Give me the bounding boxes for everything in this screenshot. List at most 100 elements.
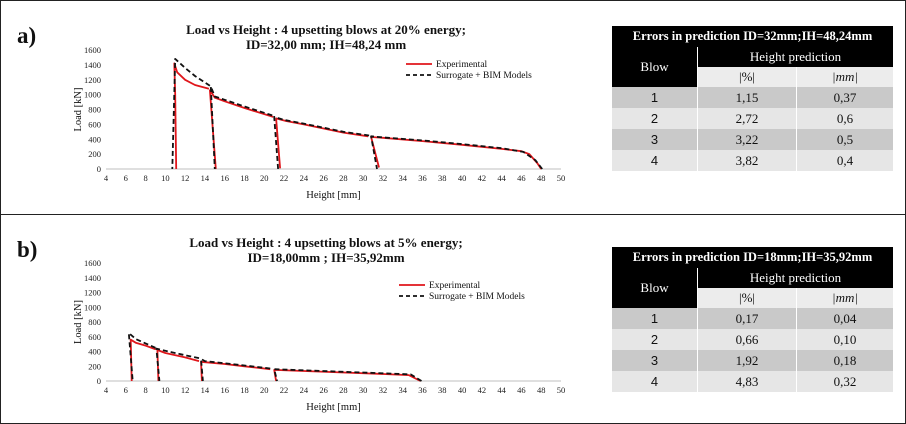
x-tick-label: 10 [161, 173, 170, 183]
x-tick-label: 36 [418, 385, 427, 395]
y-tick-label: 400 [88, 134, 101, 144]
x-axis-label: Height [mm] [306, 190, 361, 201]
error-table-title: Errors in prediction ID=18mm;IH=35,92mm [612, 247, 893, 268]
x-tick-label: 38 [438, 173, 447, 183]
x-tick-label: 26 [319, 385, 328, 395]
y-tick-label: 200 [88, 149, 101, 159]
y-tick-label: 1400 [84, 273, 101, 283]
chart-title-line2: ID=18,00mm ; IH=35,92mm [247, 250, 405, 265]
legend-label: Experimental [429, 281, 481, 291]
error-table-b: Errors in prediction ID=18mm;IH=35,92mm … [612, 247, 893, 392]
experimental-series-line [275, 117, 369, 169]
mm-cell: 0,5 [796, 129, 893, 150]
y-tick-label: 1600 [84, 258, 101, 268]
y-axis-label: Load [kN] [73, 300, 84, 344]
x-tick-label: 38 [438, 385, 447, 395]
surrogate-series-line [171, 58, 211, 170]
surrogate-series-line [273, 116, 370, 170]
x-tick-label: 50 [557, 173, 566, 183]
x-tick-label: 22 [280, 385, 289, 395]
y-tick-label: 600 [88, 332, 101, 342]
blow-cell: 2 [612, 108, 698, 129]
mm-cell: 0,4 [796, 150, 893, 171]
mm-cell: 0,32 [796, 371, 893, 392]
x-tick-label: 18 [240, 173, 249, 183]
table-row: 4 4,83 0,32 [612, 371, 893, 392]
x-tick-label: 18 [240, 385, 249, 395]
unit-percent-header: |%| [697, 288, 797, 308]
x-tick-label: 8 [143, 173, 147, 183]
x-tick-label: 42 [478, 385, 487, 395]
y-tick-label: 600 [88, 119, 101, 129]
height-prediction-header: Height prediction [697, 47, 893, 67]
legend-label: Surrogate + BIM Models [429, 292, 525, 302]
table-row: 3 3,22 0,5 [612, 129, 893, 150]
percent-cell: 3,82 [697, 150, 797, 171]
x-tick-label: 4 [104, 173, 109, 183]
x-tick-label: 6 [124, 385, 128, 395]
x-tick-label: 34 [398, 385, 407, 395]
x-tick-label: 12 [181, 173, 190, 183]
blow-header: Blow [612, 47, 698, 87]
table-row: 2 0,66 0,10 [612, 329, 893, 350]
experimental-series-line [173, 62, 210, 170]
x-tick-label: 14 [201, 173, 210, 183]
y-tick-label: 1200 [84, 75, 101, 85]
surrogate-series-line [273, 368, 422, 382]
x-tick-label: 44 [497, 173, 506, 183]
surrogate-series-line [370, 135, 543, 170]
mm-cell: 0,37 [796, 87, 893, 108]
x-tick-label: 28 [339, 173, 348, 183]
blow-cell: 4 [612, 371, 698, 392]
percent-cell: 0,66 [697, 329, 797, 350]
blow-cell: 1 [612, 308, 698, 329]
surrogate-series-line [209, 85, 273, 170]
x-tick-label: 48 [537, 385, 546, 395]
x-tick-label: 16 [220, 173, 229, 183]
y-tick-label: 400 [88, 347, 101, 357]
x-tick-label: 32 [379, 385, 388, 395]
surrogate-series-line [155, 347, 200, 382]
x-tick-label: 34 [398, 173, 407, 183]
x-tick-label: 40 [458, 385, 467, 395]
x-tick-label: 44 [497, 385, 506, 395]
blow-cell: 1 [612, 87, 698, 108]
percent-cell: 4,83 [697, 371, 797, 392]
chart-title-line1: Load vs Height : 4 upsetting blows at 5%… [189, 235, 463, 250]
mm-cell: 0,04 [796, 308, 893, 329]
chart-title-line2: ID=32,00 mm; IH=48,24 mm [245, 37, 407, 52]
panel-label: b) [17, 237, 38, 262]
y-tick-label: 1600 [84, 45, 101, 55]
experimental-series-line [156, 349, 200, 382]
unit-mm-header: |mm| [796, 288, 893, 308]
percent-cell: 2,72 [697, 108, 797, 129]
x-tick-label: 8 [143, 385, 147, 395]
blow-cell: 4 [612, 150, 698, 171]
x-tick-label: 6 [124, 173, 128, 183]
y-tick-label: 1000 [84, 90, 101, 100]
x-tick-label: 16 [220, 385, 229, 395]
x-tick-label: 36 [418, 173, 427, 183]
height-prediction-header: Height prediction [697, 268, 893, 288]
x-tick-label: 28 [339, 385, 348, 395]
experimental-series-line [208, 89, 274, 170]
x-tick-label: 46 [517, 173, 526, 183]
percent-cell: 0,17 [697, 308, 797, 329]
percent-cell: 1,15 [697, 87, 797, 108]
percent-cell: 3,22 [697, 129, 797, 150]
blow-header: Blow [612, 268, 698, 308]
x-tick-label: 32 [379, 173, 388, 183]
x-tick-label: 42 [478, 173, 487, 183]
unit-mm-header: |mm| [796, 67, 893, 87]
x-tick-label: 22 [280, 173, 289, 183]
table-row: 3 1,92 0,18 [612, 350, 893, 371]
unit-percent-header: |%| [697, 67, 797, 87]
x-tick-label: 26 [319, 173, 328, 183]
y-tick-label: 0 [97, 376, 101, 386]
y-tick-label: 0 [97, 164, 101, 174]
y-tick-label: 1000 [84, 302, 101, 312]
blow-cell: 2 [612, 329, 698, 350]
chart-title: Load vs Height : 4 upsetting blows at 20… [111, 22, 541, 52]
error-table-a: Errors in prediction ID=32mm;IH=48,24mm … [612, 26, 893, 171]
